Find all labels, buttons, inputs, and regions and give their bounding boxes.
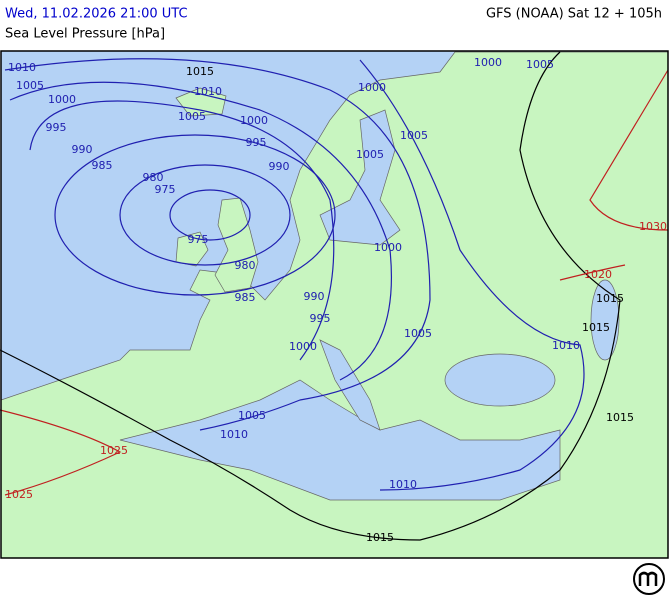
isobar-label: 1010	[8, 61, 36, 74]
isobar-label: 1005	[16, 79, 44, 92]
land	[214, 197, 259, 293]
isobar-label: 1000	[240, 114, 268, 127]
isobar-label: 1030	[639, 220, 667, 233]
map-frame	[0, 50, 669, 559]
isobar-label: 1020	[584, 268, 612, 281]
isobar-label: 975	[155, 183, 176, 196]
land	[175, 87, 227, 117]
sea	[119, 379, 561, 501]
isobar	[29, 100, 335, 361]
isobar-label: 980	[235, 259, 256, 272]
isobar-label: 985	[235, 291, 256, 304]
isobar-label: 1015	[186, 65, 214, 78]
isobar-label: 1000	[374, 241, 402, 254]
model-info: GFS (NOAA) Sat 12 + 105h	[486, 7, 662, 22]
logo	[633, 563, 665, 595]
isobar-label: 1015	[606, 411, 634, 424]
isobar-label: 980	[143, 171, 164, 184]
isobar-label: 990	[269, 160, 290, 173]
isobar-label: 975	[188, 233, 209, 246]
isobar-label: 1005	[526, 58, 554, 71]
sea	[319, 339, 381, 431]
sea	[319, 109, 401, 246]
sea	[590, 279, 620, 361]
isobar-label: 1000	[474, 56, 502, 69]
datetime: Wed, 11.02.2026 21:00 UTC	[5, 7, 188, 22]
isobar-label: 1000	[289, 340, 317, 353]
isobar-label: 1015	[366, 531, 394, 544]
land	[175, 231, 209, 267]
map	[0, 50, 669, 559]
isobar-label: 1015	[596, 292, 624, 305]
isobar	[359, 59, 585, 491]
isobar-label: 1015	[582, 321, 610, 334]
isobar-label: 995	[46, 121, 67, 134]
isobar-label: 1005	[178, 110, 206, 123]
isobar-label: 990	[304, 290, 325, 303]
isobar	[9, 81, 393, 381]
isobar-label: 995	[310, 312, 331, 325]
isobar	[119, 164, 291, 266]
isobar-label: 1000	[358, 81, 386, 94]
isobar-label: 1005	[400, 129, 428, 142]
sea	[444, 353, 556, 407]
isobar	[0, 409, 122, 496]
isobar	[0, 51, 621, 541]
isobar-label: 985	[92, 159, 113, 172]
isobar	[4, 58, 431, 431]
isobar-label: 1005	[238, 409, 266, 422]
isobar	[169, 189, 251, 241]
isobar-label: 995	[246, 136, 267, 149]
isobar-label: 1000	[48, 93, 76, 106]
isobar-label: 1025	[5, 488, 33, 501]
isobar-label: 1010	[220, 428, 248, 441]
isobar	[54, 134, 336, 296]
isobar-label: 1005	[404, 327, 432, 340]
isobar-label: 1025	[100, 444, 128, 457]
isobar-label: 1005	[356, 148, 384, 161]
isobar-label: 1010	[552, 339, 580, 352]
field-name: Sea Level Pressure [hPa]	[5, 27, 165, 42]
isobar	[559, 69, 669, 281]
isobar-label: 990	[72, 143, 93, 156]
isobar-label: 1010	[194, 85, 222, 98]
isobar-label: 1010	[389, 478, 417, 491]
logo-mark	[638, 571, 658, 586]
